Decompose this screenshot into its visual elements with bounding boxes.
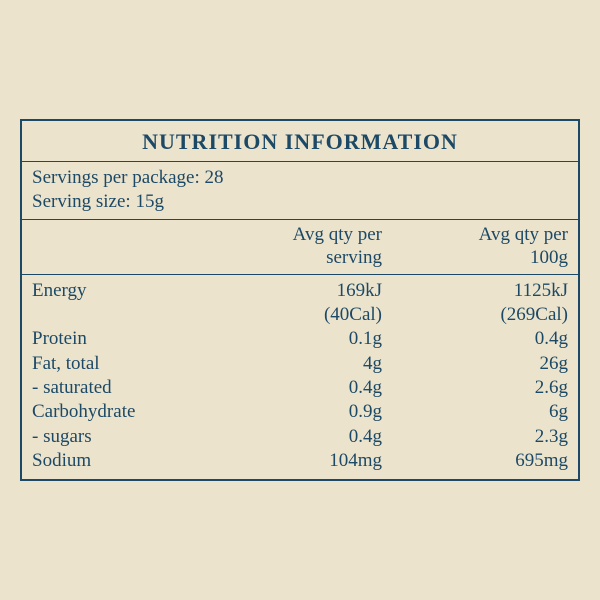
servings-per-package: Servings per package: 28 (32, 166, 568, 191)
servings-per-package-label: Servings per package: (32, 167, 200, 188)
per-serving-value: 0.4g (212, 425, 382, 449)
table-row: Fat, total4g26g (32, 352, 568, 376)
nutrient-label: Fat, total (32, 352, 212, 376)
column-headers: Avg qty per serving Avg qty per 100g (22, 220, 578, 275)
table-row: - sugars0.4g2.3g (32, 425, 568, 449)
nutrient-label: Energy (32, 279, 212, 303)
nutrition-panel: NUTRITION INFORMATION Servings per packa… (20, 119, 580, 481)
per-serving-value: 0.1g (212, 327, 382, 351)
table-row: Protein0.1g0.4g (32, 327, 568, 351)
nutrient-label: - saturated (32, 376, 212, 400)
nutrient-label: - sugars (32, 425, 212, 449)
col-header-per-serving-line2: serving (212, 247, 382, 270)
nutrient-label: Carbohydrate (32, 400, 212, 424)
per-100g-value: 26g (382, 352, 568, 376)
col-header-per-serving: Avg qty per serving (212, 224, 382, 270)
serving-size: Serving size: 15g (32, 190, 568, 215)
per-100g-value: 6g (382, 400, 568, 424)
per-serving-value: 4g (212, 352, 382, 376)
per-serving-value: 104mg (212, 449, 382, 473)
panel-title: NUTRITION INFORMATION (22, 121, 578, 162)
per-100g-value: (269Cal) (382, 303, 568, 327)
per-100g-value: 0.4g (382, 327, 568, 351)
per-100g-value: 2.6g (382, 376, 568, 400)
table-row: - saturated0.4g2.6g (32, 376, 568, 400)
table-row: (40Cal)(269Cal) (32, 303, 568, 327)
nutrient-label (32, 303, 212, 327)
serving-size-label: Serving size: (32, 191, 131, 212)
servings-block: Servings per package: 28 Serving size: 1… (22, 162, 578, 220)
table-row: Sodium104mg695mg (32, 449, 568, 473)
table-row: Energy169kJ1125kJ (32, 279, 568, 303)
col-header-per-100g: Avg qty per 100g (382, 224, 568, 270)
nutrition-rows: Energy169kJ1125kJ(40Cal)(269Cal)Protein0… (22, 275, 578, 480)
col-header-nutrient (32, 224, 212, 270)
serving-size-value: 15g (135, 191, 164, 212)
col-header-per-100g-line1: Avg qty per (382, 224, 568, 247)
per-serving-value: (40Cal) (212, 303, 382, 327)
servings-per-package-value: 28 (205, 167, 224, 188)
per-serving-value: 0.9g (212, 400, 382, 424)
col-header-per-100g-line2: 100g (382, 247, 568, 270)
per-100g-value: 1125kJ (382, 279, 568, 303)
per-100g-value: 695mg (382, 449, 568, 473)
per-100g-value: 2.3g (382, 425, 568, 449)
col-header-per-serving-line1: Avg qty per (212, 224, 382, 247)
per-serving-value: 0.4g (212, 376, 382, 400)
nutrient-label: Sodium (32, 449, 212, 473)
table-row: Carbohydrate0.9g6g (32, 400, 568, 424)
per-serving-value: 169kJ (212, 279, 382, 303)
nutrient-label: Protein (32, 327, 212, 351)
